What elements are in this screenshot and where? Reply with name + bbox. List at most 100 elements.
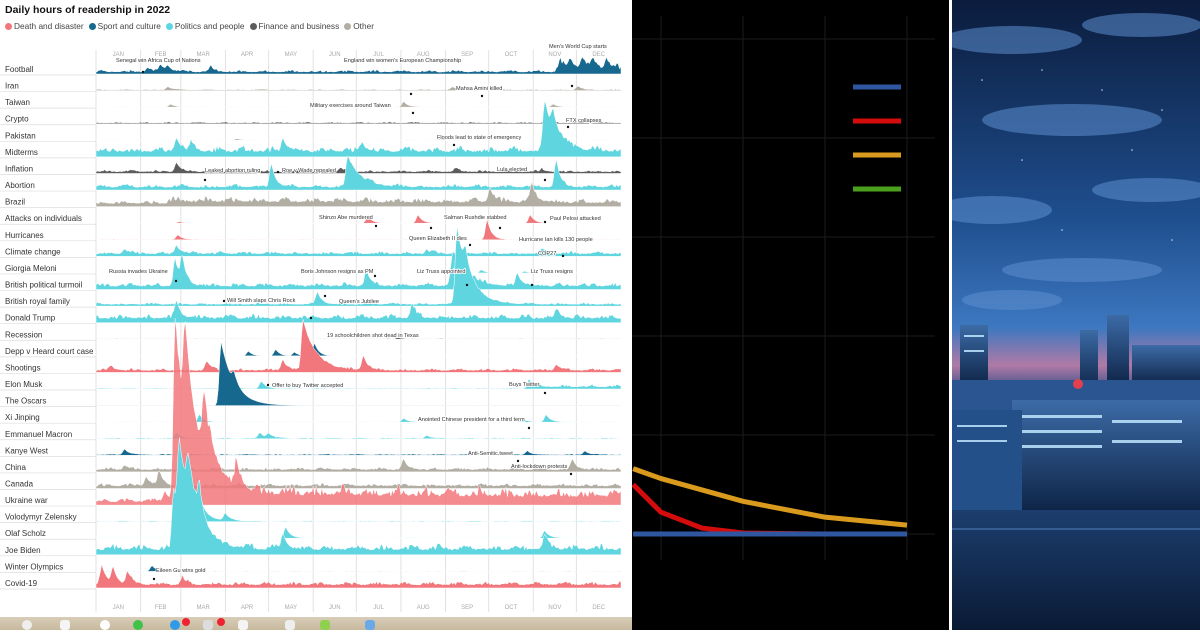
annotation-label: Anti-Semitic tweet [468,451,513,457]
annotation-label: Leaked abortion ruling [205,168,260,174]
series-area-taiwan [95,101,622,108]
series-label: Volodymyr Zelensky [5,513,77,522]
series-label: Football [5,65,34,74]
month-label-top: MAY [285,52,298,58]
series-label: Iran [5,82,19,91]
annotation-label: Lula elected [497,167,527,173]
series-label: Crypto [5,115,29,124]
series-label: Emmanuel Macron [5,430,72,439]
annotation-dot [498,226,502,230]
series-line-1 [631,482,907,537]
safari-icon[interactable] [100,620,110,630]
annotation-dot [452,143,456,147]
month-label-top: OCT [505,52,518,58]
app-icon[interactable] [320,620,330,630]
legend-item-death: Death and disaster [5,21,84,31]
app-dock [0,617,632,630]
series-area-british-political-turmoil [95,250,622,290]
series-label: Ukraine war [5,496,48,505]
annotation-dot [203,178,207,182]
annotation-label: 19 schoolchildren shot dead in Texas [327,333,419,339]
annotation-dot [570,84,574,88]
series-label: Canada [5,480,34,489]
legend-label: Sport and culture [97,21,161,31]
chart-title: Daily hours of readership in 2022 [5,4,171,16]
series-area-ukraine-war [95,317,622,506]
annotation-label: Boris Johnson resigns as PM [301,269,374,275]
legend-swatch-icon [88,22,96,30]
annotation-dot [543,220,547,224]
annotation-dot [465,283,469,287]
annotation-label: Shinzo Abe murdered [319,215,373,221]
series-label: Depp v Heard court case [5,347,94,356]
annotation-label: Queen's Jubilee [339,299,379,305]
series-label: Shootings [5,363,41,372]
legend-label: Politics and people [174,21,245,31]
month-label-top: APR [241,52,254,58]
app-icon[interactable] [60,620,70,630]
annotation-label: Anointed Chinese president for a third t… [418,417,525,423]
annotation-label: Liz Truss appointed [417,269,466,275]
app-icon[interactable] [238,620,248,630]
annotation-label: Russia invades Ukraine [109,269,168,275]
annotation-label: Paul Pelosi attacked [550,216,601,222]
divider [949,0,952,630]
series-label: Hurricanes [5,231,44,240]
annotation-label: COP27 [538,251,556,257]
night-city-image [932,0,1200,630]
month-label-top: MAR [196,52,210,58]
finder-icon[interactable] [22,620,32,630]
notification-badge-icon [217,618,225,626]
annotation-dot [530,283,534,287]
legend-item-politics: Politics and people [165,21,245,31]
annotation-dot [411,111,415,115]
legend-label: Other [353,21,374,31]
app-icon[interactable] [203,620,213,630]
messages-icon[interactable] [133,620,143,630]
series-label: Olaf Scholz [5,529,46,538]
series-label: Kanye West [5,446,49,455]
annotation-label: Liz Truss resigns [531,269,573,275]
annotation-label: Senegal win Africa Cup of Nations [116,58,201,64]
annotation-label: England win women's European Championshi… [344,58,461,64]
series-area-winter-olympics [95,565,622,572]
month-label-top: JAN [113,52,124,58]
series-label: Xi Jinping [5,413,40,422]
series-label: Joe Biden [5,546,41,555]
series-label: Brazil [5,198,25,207]
annotation-dot [323,294,327,298]
legend-swatch-icon [249,22,257,30]
month-label-bottom: SEP [461,605,473,611]
night-city-illustration [932,0,1200,630]
annotation-label: Buys Twitter [509,382,539,388]
app-icon[interactable] [365,620,375,630]
series-label: The Oscars [5,397,46,406]
series-area-recession [95,337,622,340]
annotation-dot [409,92,413,96]
month-label-top: AUG [417,52,430,58]
month-label-top: SEP [461,52,473,58]
series-label: Donald Trump [5,314,56,323]
chart-legend: Death and disaster Sport and culture Polit… [5,21,374,31]
series-area-inflation [95,161,622,174]
series-area-british-royal-family [95,226,622,307]
series-label: Climate change [5,247,61,256]
series-label: Recession [5,330,42,339]
month-label-top: NOV [548,52,561,58]
mail-icon[interactable] [170,620,180,630]
annotation-dot [152,577,156,581]
app-icon[interactable] [285,620,295,630]
annotation-dot [222,299,226,303]
month-label-bottom: MAR [196,605,210,611]
series-area-brazil [95,180,622,207]
annotation-label: FTX collapses [566,118,602,124]
legend-swatch-icon [344,22,352,30]
series-label: Covid-19 [5,579,38,588]
annotation-dot [373,274,377,278]
series-area-abortion [95,155,622,191]
annotation-dot [276,170,280,174]
series-label: China [5,463,26,472]
series-area-crypto [95,117,622,124]
month-label-top: FEB [155,52,167,58]
series-area-midterms [95,100,622,158]
